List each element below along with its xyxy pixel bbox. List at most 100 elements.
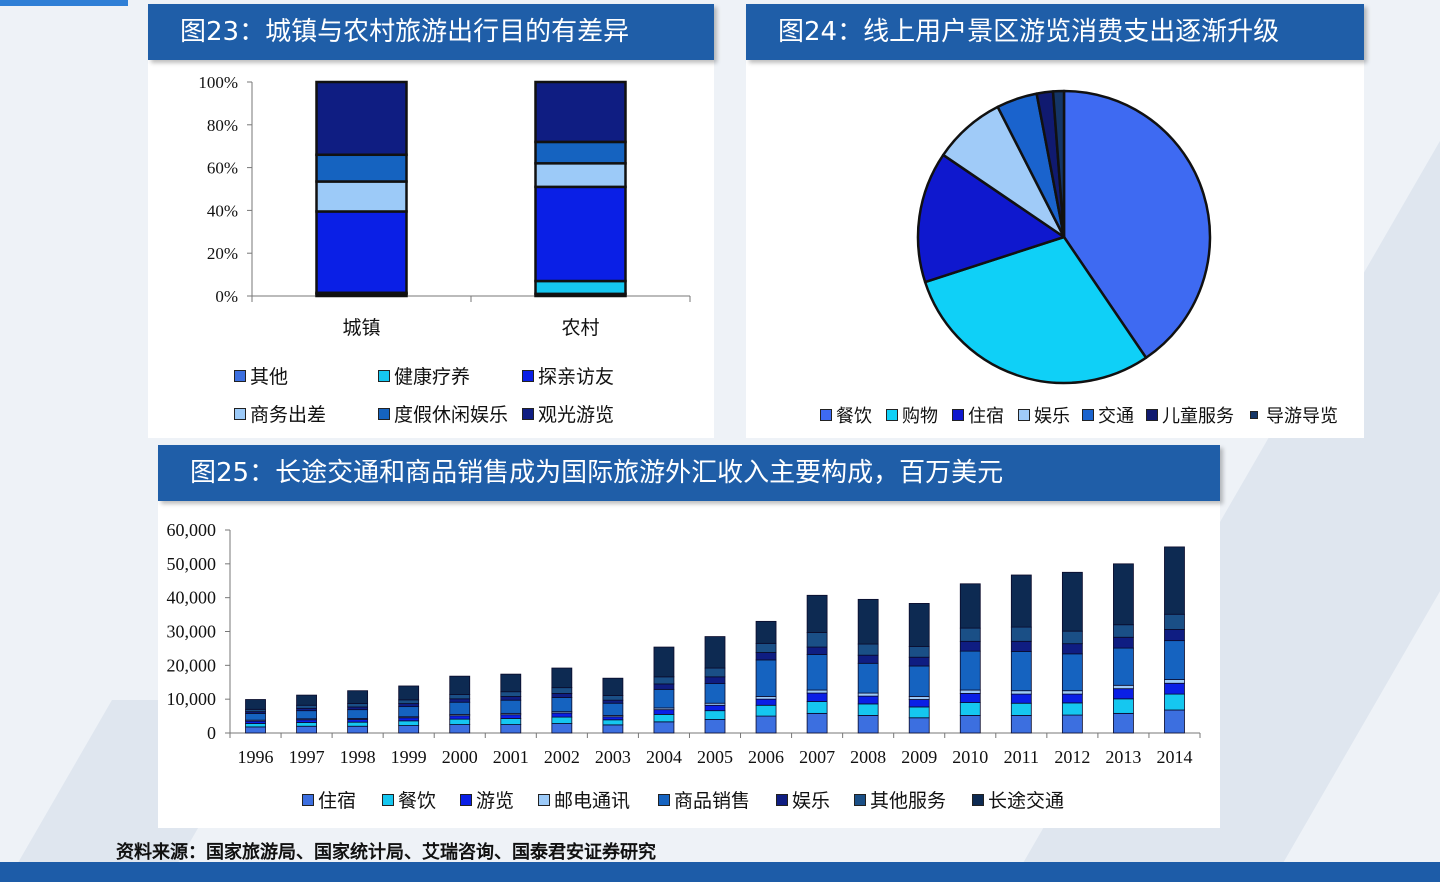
bar-segment [1164,679,1185,684]
bar-segment [347,725,369,734]
bar-segment [1010,574,1032,628]
bar-segment [908,665,930,697]
legend-label: 观光游览 [538,404,615,426]
bar-segment [857,715,879,734]
bar-segment [398,685,420,701]
bar-segment [398,699,420,704]
legend-label: 度假休闲娱乐 [394,404,509,426]
top-accent-bar [0,0,128,6]
bar-segment [653,709,675,715]
bar-segment [449,675,471,695]
bar-segment [908,645,930,658]
legend-swatch [776,793,788,806]
bar-segment [398,720,420,726]
bar-segment [959,650,981,691]
bar-segment [449,715,471,720]
x-tick-label: 2011 [1004,747,1039,767]
legend-24: 餐饮 购物 住宿 娱乐 交通 儿童服务 导游导览 [820,402,1360,430]
legend-label: 住宿 [318,790,357,812]
pie-chart [916,89,1212,385]
bar-segment [755,704,777,717]
bar-segment [1061,653,1083,692]
bar-segment [755,620,777,644]
x-tick-label: 2001 [493,747,529,767]
bar-segment [551,712,573,718]
bar-segment [806,632,828,648]
x-tick-label: 农村 [561,317,599,339]
bar-segment [398,706,420,718]
bar-segment [551,723,573,734]
x-tick-label: 1998 [340,747,376,767]
chart-panel-25 [158,450,1220,828]
bar-segment [500,724,522,734]
bar-segment [653,713,675,723]
bar-segment [296,722,317,727]
pie-slice [1051,89,1066,239]
bar-segment [245,723,266,728]
x-tick-label: 1999 [391,747,427,767]
bar-segment [1113,624,1134,638]
legend-swatch [854,793,866,806]
bar-segment [704,676,726,685]
bar-segment [245,726,266,734]
x-tick-label: 2006 [748,747,784,767]
bar-segment [1010,702,1032,716]
bar-segment [857,662,879,694]
x-tick-label: 2008 [850,747,886,767]
bar-segment [1061,571,1083,632]
legend-item: 儿童服务 [1146,402,1234,428]
bar-segment [449,701,471,715]
bar-segment [704,636,726,669]
legend-item: 娱乐 [776,786,830,813]
bar-segment [449,718,471,725]
legend-25: 住宿 餐饮 游览 邮电通讯 商品销售 娱乐 其他服务 长途交通 [302,786,1182,814]
bar-segment [857,654,879,664]
x-tick-label: 2014 [1156,747,1192,767]
bar-segment [1164,682,1185,695]
bar-segment [1113,698,1134,714]
bar-segment [1113,647,1134,686]
bar-segment [500,718,522,725]
legend-23: 其他 健康疗养 探亲访友 商务出差 度假休闲娱乐 观光游览 [234,362,694,432]
bar-segment [806,701,828,714]
legend-item: 商品销售 [658,786,750,813]
legend-swatch [234,407,246,420]
bar-segment [1010,651,1032,692]
bar-segment [704,704,726,712]
bar-segment [534,279,627,296]
legend-label: 娱乐 [792,790,831,812]
bar-segment [602,699,624,704]
bar-segment [755,659,777,697]
bar-segment [959,583,981,629]
bar-segment [857,692,879,697]
bar-segment [806,646,828,655]
y-tick-label: 30,000 [167,622,217,642]
source-note: 资料来源：国家旅游局、国家统计局、艾瑞咨询、国泰君安证券研究 [116,842,656,863]
legend-swatch [1018,409,1030,421]
bar-segment [315,153,408,183]
bar-segment [449,698,471,703]
bar-segment [245,699,266,710]
legend-swatch [382,793,394,806]
legend-item: 交通 [1082,402,1134,428]
bar-segment [315,80,408,157]
bar-segment [602,716,624,721]
legend-label: 游览 [476,790,515,812]
bar-segment [653,683,675,690]
bar-segment [959,689,981,694]
bar-segment [296,710,317,720]
legend-item: 商务出差 [234,400,326,427]
legend-item: 导游导览 [1250,402,1338,428]
x-tick-label: 2007 [799,747,835,767]
legend-label: 儿童服务 [1162,406,1234,427]
legend-item: 住宿 [952,402,1004,428]
x-tick-label: 2002 [544,747,580,767]
chart-title-25: 图25：长途交通和商品销售成为国际旅游外汇收入主要构成，百万美元 [158,445,1220,501]
bar-segment [1164,546,1185,615]
bar-segment [245,712,266,721]
bottom-bar [0,862,1440,882]
bar-segment [806,692,828,702]
legend-swatch [522,407,534,420]
stacked-bar-chart: 0 10,000 20,000 30,000 40,000 50,000 60,000 199… [167,520,1201,767]
bar-segment [602,677,624,696]
